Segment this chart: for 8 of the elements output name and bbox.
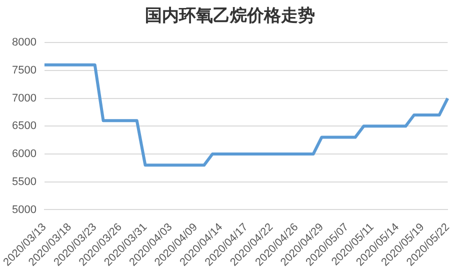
y-tick-label: 6000 [12,148,36,160]
y-tick-label: 8000 [12,36,36,49]
y-tick-label: 7500 [12,64,36,76]
y-tick-label: 5500 [12,176,36,188]
y-tick-label: 5000 [12,204,36,216]
chart-title: 国内环氧乙烷价格走势 [144,5,316,27]
y-tick-label: 7000 [12,92,36,104]
y-tick-label: 6500 [12,120,36,132]
